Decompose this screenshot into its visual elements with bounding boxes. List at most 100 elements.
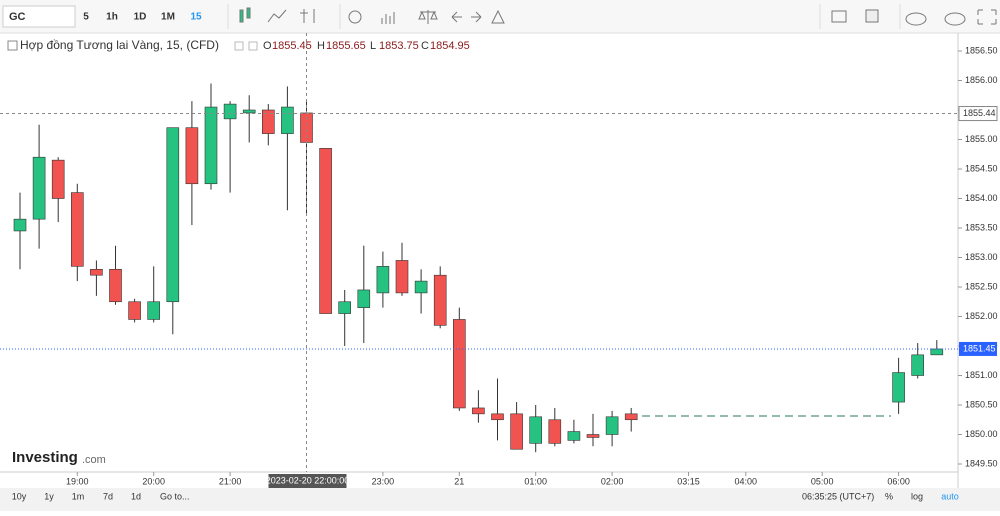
clock: 06:35:25 (UTC+7) xyxy=(802,491,874,501)
y-tick-label: 1850.50 xyxy=(965,399,998,409)
interval-button[interactable]: 1D xyxy=(134,12,147,23)
y-tick-label: 1856.50 xyxy=(965,45,998,55)
range-button[interactable]: 10y xyxy=(12,491,27,501)
candle-body xyxy=(166,127,180,303)
candle-body xyxy=(911,354,925,376)
y-tick-label: 1850.00 xyxy=(965,429,998,439)
y-tick-label: 1856.00 xyxy=(965,75,998,85)
candle-body xyxy=(433,274,447,326)
toolbar-icons xyxy=(239,7,997,26)
last-price: 1851.45 xyxy=(963,343,996,353)
candle-body xyxy=(376,266,390,294)
candle-body xyxy=(261,109,275,134)
scale-option[interactable]: log xyxy=(911,491,923,501)
candle-body xyxy=(71,192,84,267)
symbol-input[interactable] xyxy=(2,5,76,28)
candle-body xyxy=(51,159,65,199)
candle-body xyxy=(414,280,428,294)
scale-option[interactable]: auto xyxy=(941,491,959,501)
candle-body xyxy=(242,109,256,114)
candle-body xyxy=(624,413,638,421)
x-tick-label: 02:00 xyxy=(601,476,624,486)
symbol: GC xyxy=(9,11,26,23)
interval-button[interactable]: 5 xyxy=(83,12,89,23)
ohlc-label: H xyxy=(317,40,325,52)
range-button[interactable]: 1m xyxy=(72,491,85,501)
y-tick-label: 1853.00 xyxy=(965,252,998,262)
bottom-bar xyxy=(0,488,1000,511)
x-tick-label: 06:00 xyxy=(887,476,910,486)
candle-body xyxy=(892,372,905,403)
crosshair-price-box xyxy=(958,106,998,122)
candle-body xyxy=(472,407,485,415)
candle-body xyxy=(338,301,352,314)
x-tick-label: 23:00 xyxy=(372,476,395,486)
candle-body xyxy=(204,106,218,185)
x-tick-label: 19:00 xyxy=(66,476,89,486)
candle-body xyxy=(128,301,141,320)
interval-button[interactable]: 1h xyxy=(106,12,118,23)
candle-body xyxy=(529,416,543,444)
candle-body xyxy=(510,413,523,450)
interval-button[interactable]: 1M xyxy=(161,12,175,23)
candle-body xyxy=(109,268,122,303)
candle-body xyxy=(605,416,619,435)
range-button[interactable]: 7d xyxy=(103,491,113,501)
scale-option[interactable]: % xyxy=(885,491,893,501)
crosshair-price: 1855.44 xyxy=(963,108,996,118)
candle-body xyxy=(491,413,504,421)
x-tick-label: 01:00 xyxy=(524,476,547,486)
top-bar xyxy=(0,0,1000,33)
range-button[interactable]: 1d xyxy=(131,491,141,501)
y-tick-label: 1851.00 xyxy=(965,370,998,380)
range-button[interactable]: 1y xyxy=(44,491,54,501)
interval-button[interactable]: 15 xyxy=(190,12,202,23)
ohlc-label: L xyxy=(370,40,376,52)
candle-body xyxy=(567,431,581,441)
candle-body xyxy=(13,218,27,232)
separators xyxy=(227,4,901,29)
y-tick-label: 1852.00 xyxy=(965,311,998,321)
candle-body xyxy=(395,260,409,294)
collapse-icon[interactable] xyxy=(7,40,18,51)
x-tick-label: 21 xyxy=(454,476,464,486)
ohlc-value: 1855.45 xyxy=(272,40,312,52)
y-tick-label: 1854.00 xyxy=(965,193,998,203)
crosshair-time: 2023-02-20 22:00:00 xyxy=(266,475,350,485)
x-tick-label: 04:00 xyxy=(735,476,758,486)
y-tick-label: 1855.00 xyxy=(965,134,998,144)
goto-button[interactable]: Go to... xyxy=(160,491,190,501)
candle-body xyxy=(32,156,46,220)
last-price-box xyxy=(959,341,997,356)
x-tick-label: 21:00 xyxy=(219,476,242,486)
x-tick-label: 05:00 xyxy=(811,476,834,486)
candle-body xyxy=(185,127,199,185)
logo-suffix: .com xyxy=(82,454,106,466)
candle-body xyxy=(223,103,237,120)
candle-body xyxy=(357,289,371,308)
candle-body xyxy=(319,148,332,314)
x-tick-label: 03:15 xyxy=(677,476,700,486)
y-tick-label: 1854.50 xyxy=(965,163,998,173)
candle-body xyxy=(548,419,562,444)
ohlc-value: 1853.75 xyxy=(379,40,419,52)
logo: Investing xyxy=(12,449,78,466)
candle-body xyxy=(281,106,294,134)
chart-title: Hợp đồng Tương lai Vàng, 15, (CFD) xyxy=(20,38,219,52)
y-tick-label: 1852.50 xyxy=(965,281,998,291)
crosshair-time-box xyxy=(268,474,347,488)
ohlc-value: 1855.65 xyxy=(326,40,366,52)
x-tick-label: 20:00 xyxy=(142,476,165,486)
ohlc-value: 1854.95 xyxy=(430,40,470,52)
ohlc-label: O xyxy=(263,40,272,52)
y-tick-label: 1853.50 xyxy=(965,222,998,232)
candle-body xyxy=(147,301,160,320)
candle-body xyxy=(452,319,466,409)
legend-buttons[interactable] xyxy=(234,41,258,51)
y-tick-label: 1849.50 xyxy=(965,458,998,468)
candle-body xyxy=(930,348,944,356)
candle-body xyxy=(586,434,600,438)
ohlc-label: C xyxy=(421,40,429,52)
